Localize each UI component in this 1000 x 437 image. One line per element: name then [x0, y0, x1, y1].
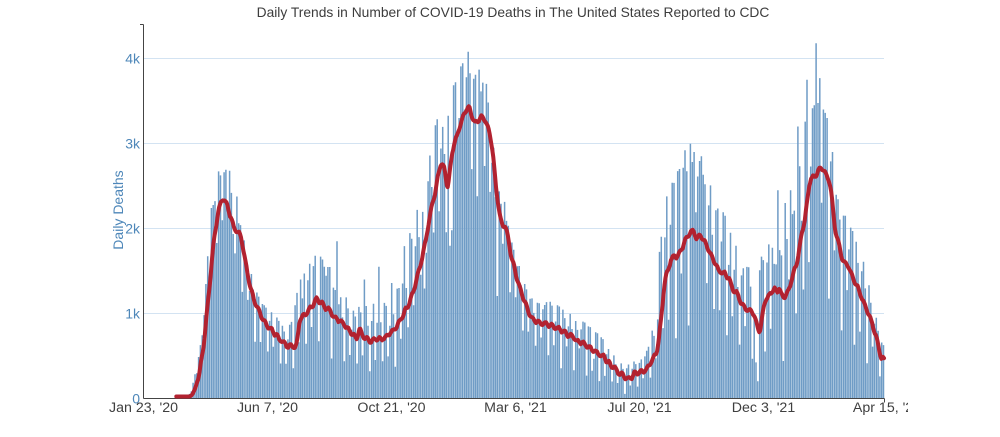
svg-text:1k: 1k: [125, 306, 141, 322]
svg-text:Oct 21, '20: Oct 21, '20: [357, 400, 425, 416]
svg-text:0: 0: [132, 391, 140, 407]
svg-text:Mar 6, '21: Mar 6, '21: [484, 400, 547, 416]
svg-text:Daily Trends in Number of COVI: Daily Trends in Number of COVID-19 Death…: [257, 5, 770, 20]
svg-text:2k: 2k: [125, 221, 141, 237]
svg-text:Jun 7, '20: Jun 7, '20: [237, 400, 298, 416]
svg-text:Jan 23, '20: Jan 23, '20: [109, 400, 178, 416]
svg-text:Jul 20, '21: Jul 20, '21: [607, 400, 671, 416]
svg-text:Apr 15, '22: Apr 15, '22: [853, 400, 908, 416]
svg-text:3k: 3k: [125, 136, 141, 152]
svg-text:Daily Deaths: Daily Deaths: [110, 170, 126, 249]
svg-text:Dec 3, '21: Dec 3, '21: [732, 400, 796, 416]
svg-text:4k: 4k: [125, 51, 141, 67]
